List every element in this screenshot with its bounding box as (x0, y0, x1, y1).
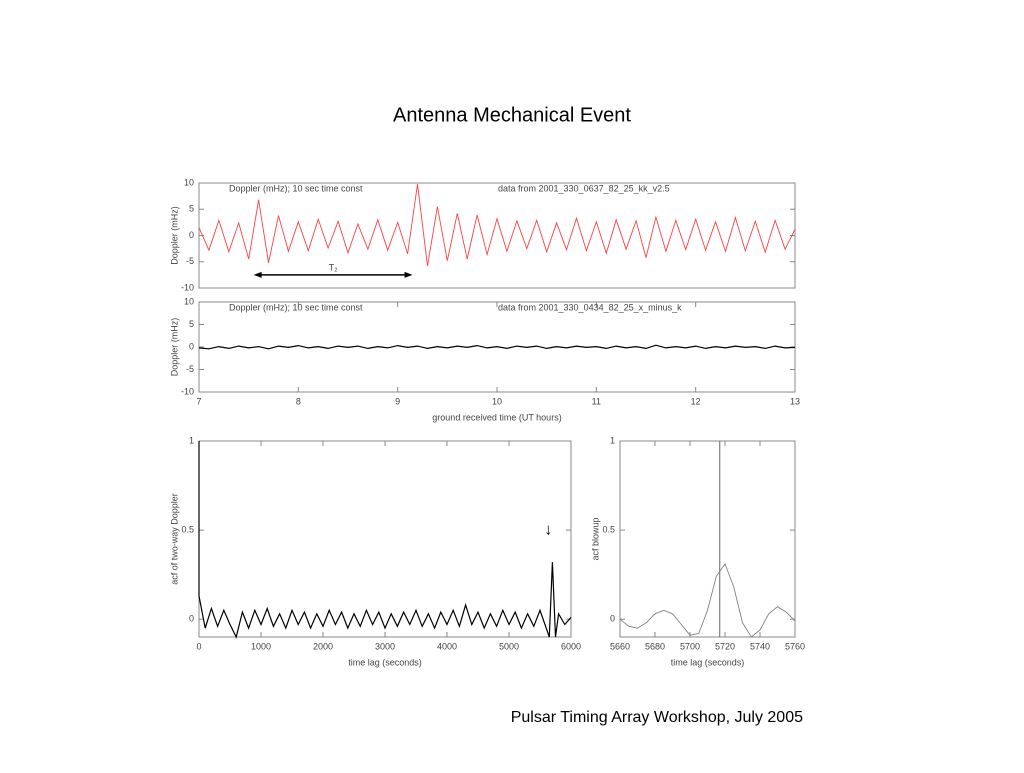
y-tick-label: 0 (189, 341, 194, 351)
data-line (619, 562, 796, 638)
y-tick-label: -5 (186, 256, 194, 266)
y-tick-label: -5 (186, 364, 194, 374)
x-tick-label: 7 (196, 396, 201, 406)
y-tick-label: 10 (184, 296, 194, 306)
x-tick-label: 9 (395, 396, 400, 406)
y-axis-label: acf blowup (590, 517, 600, 560)
y-tick-label: 0 (189, 614, 194, 624)
x-tick-label: 1000 (251, 641, 271, 651)
x-tick-label: 5740 (750, 641, 770, 651)
x-tick-label: 5680 (645, 641, 665, 651)
data-line (198, 344, 796, 350)
slide-footer: Pulsar Timing Array Workshop, July 2005 (511, 709, 803, 726)
x-axis-label: time lag (seconds) (348, 657, 422, 667)
x-tick-label: 5000 (499, 641, 519, 651)
y-axis-label: Doppler (mHz) (169, 206, 179, 265)
plot-frame (198, 440, 572, 638)
y-tick-label: -10 (181, 386, 194, 396)
y-tick-label: 5 (189, 319, 194, 329)
x-tick-label: 0 (196, 641, 201, 651)
x-tick-label: 6000 (561, 641, 581, 651)
x-tick-label: 4000 (437, 641, 457, 651)
y-tick-label: 0 (610, 614, 615, 624)
y-tick-label: 10 (184, 177, 194, 187)
x-tick-label: 12 (691, 396, 701, 406)
annotation: data from 2001_330_0434_82_25_x_minus_k (498, 302, 682, 312)
y-axis-label: acf of two-way Doppler (169, 493, 179, 585)
x-axis-label: time lag (seconds) (671, 657, 745, 667)
data-line (198, 441, 572, 639)
data-line (198, 184, 796, 266)
y-tick-label: 5 (189, 204, 194, 214)
y-axis-label: Doppler (mHz) (169, 318, 179, 377)
y-tick-label: 0.5 (602, 524, 615, 534)
x-tick-label: 2000 (313, 641, 333, 651)
x-axis-label: ground received time (UT hours) (432, 412, 561, 422)
x-tick-label: 5700 (680, 641, 700, 651)
y-tick-label: 1 (189, 435, 194, 445)
x-tick-label: 5760 (785, 641, 805, 651)
slide-title: Antenna Mechanical Event (393, 104, 631, 126)
x-tick-label: 5660 (610, 641, 630, 651)
y-tick-label: -10 (181, 282, 194, 292)
y-tick-label: 0 (189, 230, 194, 240)
y-tick-label: 1 (610, 435, 615, 445)
annotation: data from 2001_330_0637_82_25_kk_v2.5 (498, 183, 670, 193)
x-tick-label: 11 (592, 396, 601, 406)
plot-frame (198, 182, 796, 289)
annotation: Doppler (mHz); 10 sec time const (229, 183, 363, 193)
marker-arrow: ↓ (544, 521, 552, 538)
y-tick-label: 0.5 (181, 524, 194, 534)
x-tick-label: 8 (296, 396, 301, 406)
x-tick-label: 5720 (715, 641, 735, 651)
x-tick-label: 10 (492, 396, 502, 406)
annotation: Doppler (mHz); 10 sec time const (229, 302, 363, 312)
arrow-label: T₂ (329, 262, 338, 272)
plot-frame (619, 440, 796, 638)
x-tick-label: 3000 (375, 641, 395, 651)
x-tick-label: 13 (790, 396, 800, 406)
